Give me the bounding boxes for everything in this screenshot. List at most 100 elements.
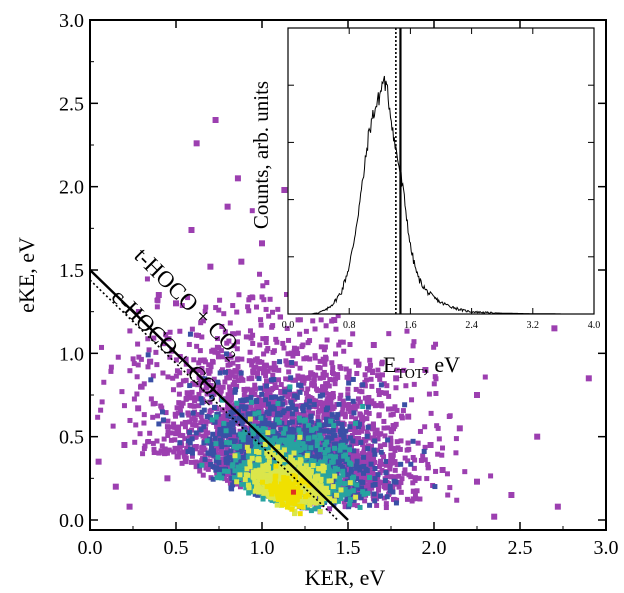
density-point <box>396 484 402 490</box>
density-point <box>377 376 383 382</box>
density-point <box>363 437 369 443</box>
density-point <box>199 387 205 393</box>
density-point <box>354 482 360 488</box>
density-point <box>411 381 417 387</box>
density-point <box>250 332 256 338</box>
density-point <box>208 462 214 468</box>
density-point <box>292 393 298 399</box>
density-point <box>296 439 302 445</box>
density-point <box>259 359 265 365</box>
density-point <box>372 498 378 504</box>
density-point <box>307 398 313 404</box>
density-point <box>340 492 346 498</box>
density-point <box>226 338 232 344</box>
density-point <box>394 462 400 468</box>
density-point <box>231 379 237 385</box>
density-point <box>165 418 171 424</box>
density-point <box>321 369 327 375</box>
density-point <box>241 460 247 466</box>
density-point <box>225 406 231 412</box>
density-point <box>296 454 302 460</box>
density-point <box>381 381 387 387</box>
density-point <box>351 410 357 416</box>
density-point <box>270 385 276 391</box>
density-point <box>176 424 182 430</box>
density-point <box>274 339 280 345</box>
density-point <box>228 428 234 434</box>
density-point <box>297 389 303 395</box>
density-point <box>378 382 384 388</box>
density-point <box>178 382 184 388</box>
density-point <box>215 354 221 360</box>
density-point <box>266 313 272 319</box>
density-point <box>183 459 189 465</box>
density-point <box>317 432 323 438</box>
density-point <box>410 488 416 494</box>
density-point <box>433 390 439 396</box>
density-point <box>379 403 385 409</box>
density-point <box>334 415 340 421</box>
density-point <box>171 421 177 427</box>
density-point <box>321 411 327 417</box>
density-point <box>323 323 329 329</box>
density-point <box>266 401 272 407</box>
density-point <box>252 386 258 392</box>
density-point <box>361 463 367 469</box>
density-point <box>321 428 327 434</box>
density-point <box>301 455 307 461</box>
density-point <box>308 470 314 476</box>
density-point <box>230 331 236 337</box>
density-point <box>233 387 239 393</box>
density-point <box>261 453 267 459</box>
density-point <box>344 496 350 502</box>
density-point <box>406 472 412 478</box>
density-point <box>246 405 252 411</box>
density-point <box>218 456 224 462</box>
density-point <box>234 309 240 315</box>
density-point <box>360 479 366 485</box>
density-point <box>359 428 365 434</box>
density-point <box>417 428 423 434</box>
density-point <box>317 453 323 459</box>
density-point <box>343 438 349 444</box>
density-point <box>267 296 273 302</box>
density-point <box>332 381 338 387</box>
density-point <box>290 428 296 434</box>
density-point <box>246 477 252 483</box>
density-point <box>376 392 382 398</box>
density-point <box>230 303 236 309</box>
density-point <box>237 443 243 449</box>
density-point <box>388 474 394 480</box>
density-point <box>364 483 370 489</box>
density-point <box>260 336 266 342</box>
density-point <box>347 501 353 507</box>
density-point <box>237 475 243 481</box>
density-point <box>189 326 195 332</box>
density-point <box>221 451 227 457</box>
density-point <box>346 380 352 386</box>
density-point <box>135 341 141 347</box>
density-point <box>232 468 238 474</box>
density-point <box>384 383 390 389</box>
density-point <box>147 430 153 436</box>
density-point <box>262 477 268 483</box>
density-point <box>275 406 281 412</box>
density-point <box>340 468 346 474</box>
density-point <box>237 472 243 478</box>
density-point <box>344 467 350 473</box>
density-point <box>145 439 151 445</box>
density-point <box>197 348 203 354</box>
density-point <box>238 370 244 376</box>
density-point <box>232 475 238 481</box>
density-point <box>309 371 315 377</box>
density-point <box>447 485 453 491</box>
density-point <box>137 431 143 437</box>
density-point <box>435 425 441 431</box>
density-point <box>292 442 298 448</box>
density-point <box>245 304 251 310</box>
density-point <box>268 365 274 371</box>
density-point <box>256 440 262 446</box>
density-point <box>279 420 285 426</box>
density-point <box>186 341 192 347</box>
density-point <box>234 339 240 345</box>
